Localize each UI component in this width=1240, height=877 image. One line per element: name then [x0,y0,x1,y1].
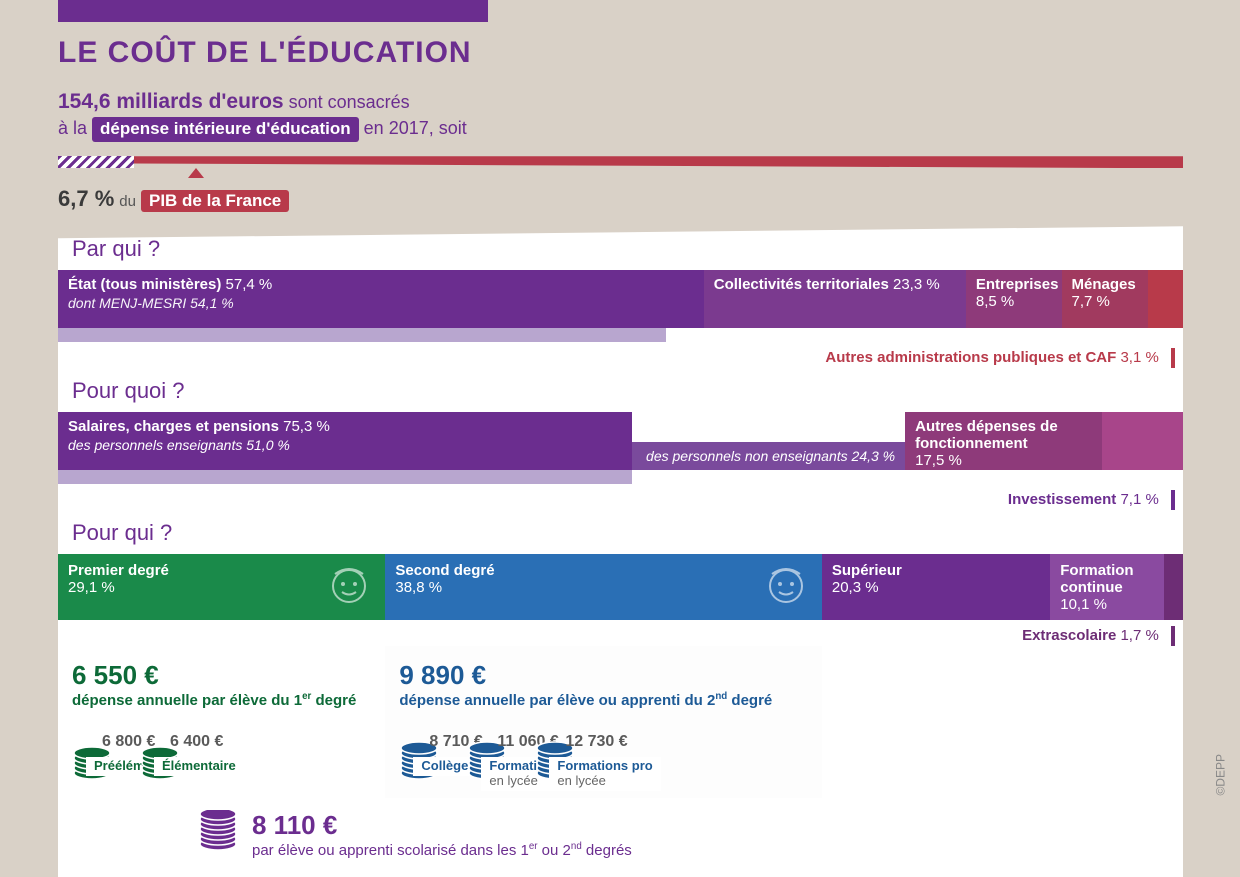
par-qui-subbar [58,328,1183,342]
detail-second: 9 890 €dépense annuelle par élève ou app… [385,646,822,798]
avg-amount: 8 110 € [252,810,632,841]
tail-tick-icon [1171,348,1175,368]
section-pour-qui: Pour qui ? [58,510,1183,554]
die-pill: dépense intérieure d'éducation [92,117,359,142]
gdp-hatch [58,156,134,168]
pour-quoi-tail: Investissement 7,1 % [58,484,1183,510]
pour-quoi-salaries-left: Salaires, charges et pensions 75,3 %des … [58,412,632,470]
pour-quoi-salaries-right: des personnels non enseignants 24,3 % [632,442,905,470]
par-qui-seg: Collectivités territoriales 23,3 % [704,270,966,328]
pour-quoi-remainder [1102,412,1183,470]
pour-qui-bar: Premier degré29,1 %Second degré38,8 %Sup… [58,554,1183,620]
coins-icon: 12 730 €Formations proen lycée [535,739,575,788]
coins-icon: 6 400 €Élémentaire [140,739,180,788]
gdp-rest [134,156,1183,168]
par-qui-bar: État (tous ministères) 57,4 %dont MENJ-M… [58,270,1183,328]
par-qui-seg: État (tous ministères) 57,4 %dont MENJ-M… [58,270,704,328]
coins-icon: 8 710 €Collège [399,739,439,788]
section-pour-quoi: Pour quoi ? [58,368,1183,412]
pour-qui-tail: Extrascolaire 1,7 % [58,620,1183,646]
page-title: LE COÛT DE L'ÉDUCATION [58,36,1183,70]
total-amount: 154,6 milliards d'euros [58,90,284,113]
detail-premier: 6 550 €dépense annuelle par élève du 1er… [58,646,385,798]
detail-row: 6 550 €dépense annuelle par élève du 1er… [58,646,1183,798]
credit: ©DEPP [1214,754,1228,796]
coins-icon [198,810,238,859]
pour-quoi-bar: Salaires, charges et pensions 75,3 %des … [58,412,1183,470]
gdp-band [58,156,1183,184]
pour-qui-remainder [1164,554,1183,620]
coins-icon: 6 800 €Préélémentaire [72,739,112,788]
pour-qui-seg-premier: Premier degré29,1 % [58,554,385,620]
par-qui-seg: Entreprises 8,5 % [966,270,1062,328]
avg-sub: par élève ou apprenti scolarisé dans les… [252,841,632,859]
pour-quoi-subbar [58,470,1183,484]
gdp-caret [188,168,204,178]
gdp-line: 6,7 % du PIB de la France [58,186,1183,212]
section-par-qui: Par qui ? [58,226,1183,270]
pib-pill: PIB de la France [141,190,289,212]
subtitle-block: 154,6 milliards d'euros sont consacrés à… [58,88,1183,142]
tail-tick-icon [1171,490,1175,510]
par-qui-seg: Ménages 7,7 % [1062,270,1149,328]
content-panel: Par qui ? État (tous ministères) 57,4 %d… [58,226,1183,877]
pour-qui-seg-fc: Formation continue10,1 % [1050,554,1164,620]
student-icon [760,558,812,614]
student-icon [323,558,375,614]
par-qui-remainder [1148,270,1183,328]
tail-tick-icon [1171,626,1175,646]
pour-qui-seg-sup: Supérieur20,3 % [822,554,1050,620]
pour-qui-seg-second: Second degré38,8 % [385,554,822,620]
top-accent-bar [58,0,488,22]
par-qui-tail: Autres administrations publiques et CAF … [58,342,1183,368]
coins-icon: 11 060 €Formations GTen lycée [467,739,507,788]
avg-row: 8 110 € par élève ou apprenti scolarisé … [58,798,1183,873]
pour-quoi-other: Autres dépenses de fonctionnement17,5 % [905,412,1102,470]
